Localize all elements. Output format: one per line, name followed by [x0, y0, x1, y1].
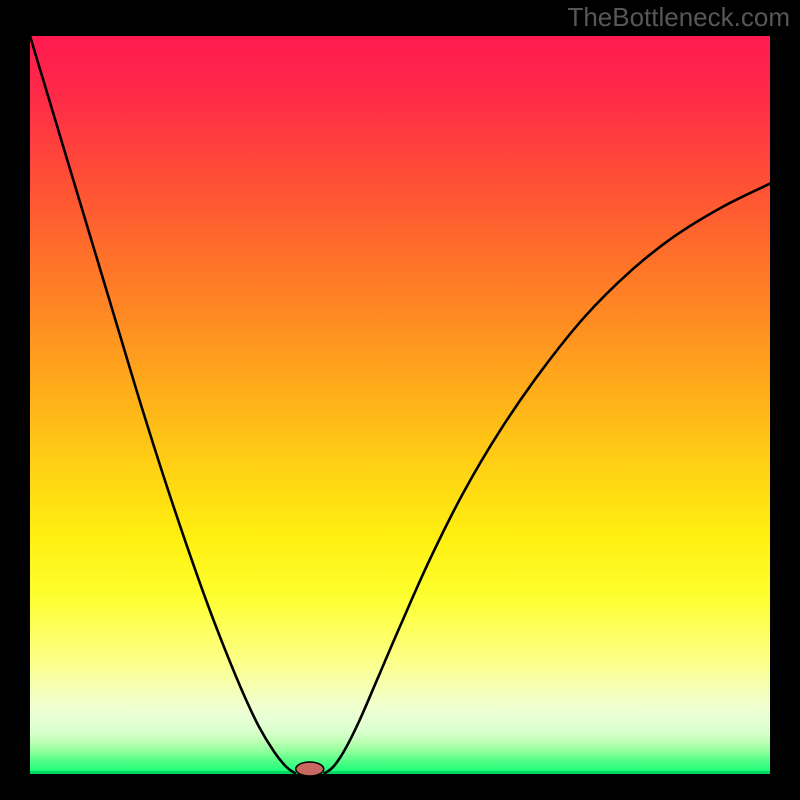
chart-container: { "watermark": { "text": "TheBottleneck.… — [0, 0, 800, 800]
watermark-text: TheBottleneck.com — [567, 2, 790, 32]
minimum-marker — [296, 762, 324, 776]
bottleneck-chart: TheBottleneck.com — [0, 0, 800, 800]
green-baseline — [30, 771, 770, 774]
